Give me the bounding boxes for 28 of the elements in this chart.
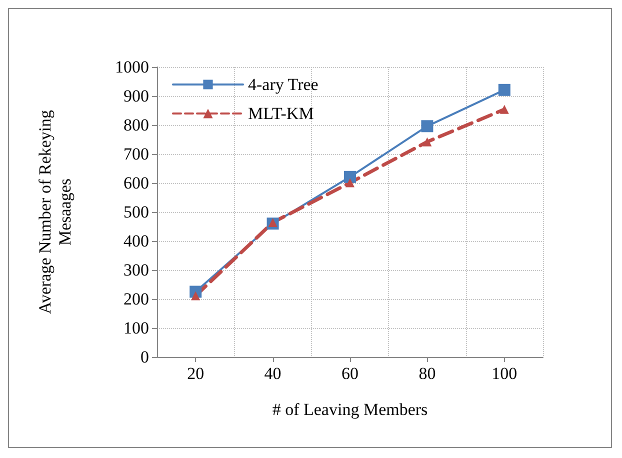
x-tick-label: 40 [264, 364, 282, 383]
y-axis-title: Average Number of Rekeying Mesaages [36, 109, 74, 314]
point [422, 137, 432, 146]
x-axis-title: # of Leaving Members [272, 400, 428, 419]
y-tick-label: 700 [124, 144, 149, 164]
point [268, 218, 278, 227]
y-tick-label: 1000 [115, 58, 149, 76]
x-tick-label: 60 [342, 364, 358, 383]
point [344, 170, 356, 183]
point [498, 84, 510, 96]
y-tick-label: 200 [124, 290, 149, 308]
y-tick-label: 400 [124, 232, 149, 250]
point [191, 291, 200, 300]
point [421, 120, 434, 132]
legend-label: MLT-KM [248, 104, 314, 123]
x-tick-label: 100 [492, 364, 518, 383]
y-tick-label: 600 [124, 174, 149, 192]
x-tick-label: 20 [187, 364, 204, 383]
y-tick-label: 100 [124, 318, 149, 338]
point [346, 178, 354, 188]
y-tick-label: 0 [140, 348, 149, 366]
y-tick-label: 900 [124, 86, 149, 106]
y-tick-label: 800 [124, 116, 149, 134]
legend-label: 4-ary Tree [248, 75, 318, 94]
x-tick-label: 80 [418, 364, 436, 383]
y-tick-label: 500 [124, 202, 149, 222]
y-tick-label: 300 [124, 260, 149, 280]
point [500, 104, 509, 114]
